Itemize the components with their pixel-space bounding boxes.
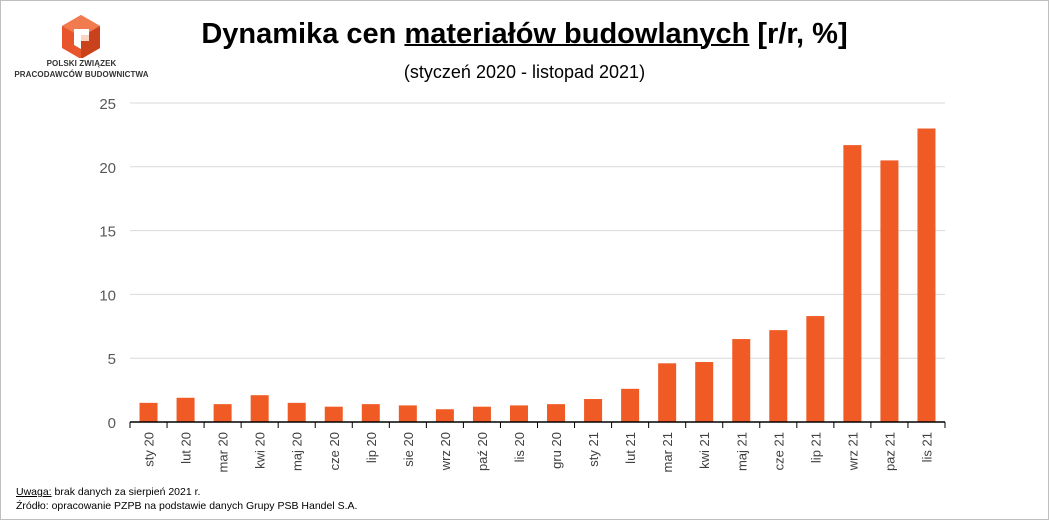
y-tick-label: 20 bbox=[99, 160, 116, 177]
bar bbox=[806, 316, 825, 422]
bar bbox=[287, 402, 306, 422]
x-tick-label: mar 21 bbox=[660, 432, 675, 472]
x-tick-label: lis 21 bbox=[919, 432, 934, 462]
y-tick-label: 5 bbox=[108, 351, 116, 368]
x-tick-label: paz 21 bbox=[882, 432, 897, 471]
bar bbox=[621, 388, 640, 422]
bar bbox=[435, 409, 454, 422]
x-tick-label: kwi 21 bbox=[697, 432, 712, 469]
bar bbox=[732, 339, 751, 422]
title-prefix: Dynamika cen bbox=[201, 18, 405, 50]
title-underlined: materiałów budowlanych bbox=[404, 18, 750, 50]
bar bbox=[658, 363, 677, 422]
title-suffix: [r/r, %] bbox=[749, 18, 848, 50]
x-tick-label: maj 21 bbox=[734, 432, 749, 471]
x-tick-label: lip 20 bbox=[364, 432, 379, 463]
y-tick-label: 25 bbox=[99, 96, 116, 113]
chart-title: Dynamika cen materiałów budowlanych [r/r… bbox=[0, 18, 1049, 51]
bar bbox=[843, 145, 862, 422]
source-note: Źródło: opracowanie PZPB na podstawie da… bbox=[16, 500, 358, 512]
bar bbox=[509, 405, 528, 422]
x-tick-label: lut 21 bbox=[623, 432, 638, 464]
bar bbox=[361, 404, 380, 422]
bar bbox=[176, 397, 195, 422]
y-tick-label: 0 bbox=[108, 415, 116, 432]
footnotes: Uwaga: brak danych za sierpień 2021 r. Ź… bbox=[16, 485, 357, 513]
x-tick-label: mar 20 bbox=[216, 432, 231, 472]
chart-subtitle: (styczeń 2020 - listopad 2021) bbox=[403, 62, 646, 82]
pzpb-logo: POLSKI ZWIĄZEK PRACODAWCÓW BUDOWNICTWA bbox=[14, 14, 149, 84]
bar bbox=[695, 362, 714, 422]
bar bbox=[917, 128, 936, 422]
note-label: Uwaga: bbox=[16, 486, 52, 498]
bar bbox=[547, 404, 566, 422]
x-tick-label: maj 20 bbox=[290, 432, 305, 471]
x-tick-label: sty 20 bbox=[142, 432, 157, 467]
x-tick-label: wrz 21 bbox=[845, 432, 860, 471]
bar bbox=[398, 405, 417, 422]
x-tick-label: sty 21 bbox=[586, 432, 601, 467]
logo-hexagon-icon bbox=[62, 15, 100, 59]
bar bbox=[472, 406, 491, 422]
x-tick-label: lip 21 bbox=[808, 432, 823, 463]
logo-text-line2: PRACODAWCÓW BUDOWNICTWA bbox=[14, 70, 149, 79]
x-tick-label: cze 21 bbox=[771, 432, 786, 470]
bar bbox=[139, 402, 158, 422]
x-tick-label: sie 20 bbox=[401, 432, 416, 467]
bar bbox=[880, 160, 899, 423]
x-tick-label: cze 20 bbox=[327, 432, 342, 470]
y-tick-label: 10 bbox=[99, 287, 116, 304]
bar bbox=[769, 330, 788, 422]
x-tick-label: lut 20 bbox=[179, 432, 194, 464]
x-tick-label: kwi 20 bbox=[253, 432, 268, 469]
bar bbox=[213, 404, 232, 422]
x-tick-label: gru 20 bbox=[549, 432, 564, 469]
bar bbox=[584, 399, 603, 422]
y-tick-label: 15 bbox=[99, 224, 116, 241]
bar bbox=[324, 406, 343, 422]
x-tick-label: lis 20 bbox=[512, 432, 527, 462]
note-text: brak danych za sierpień 2021 r. bbox=[51, 486, 201, 498]
x-tick-label: wrz 20 bbox=[438, 432, 453, 471]
bar bbox=[250, 395, 269, 422]
x-tick-label: paź 20 bbox=[475, 432, 490, 471]
logo-text-line1: POLSKI ZWIĄZEK bbox=[46, 59, 117, 68]
